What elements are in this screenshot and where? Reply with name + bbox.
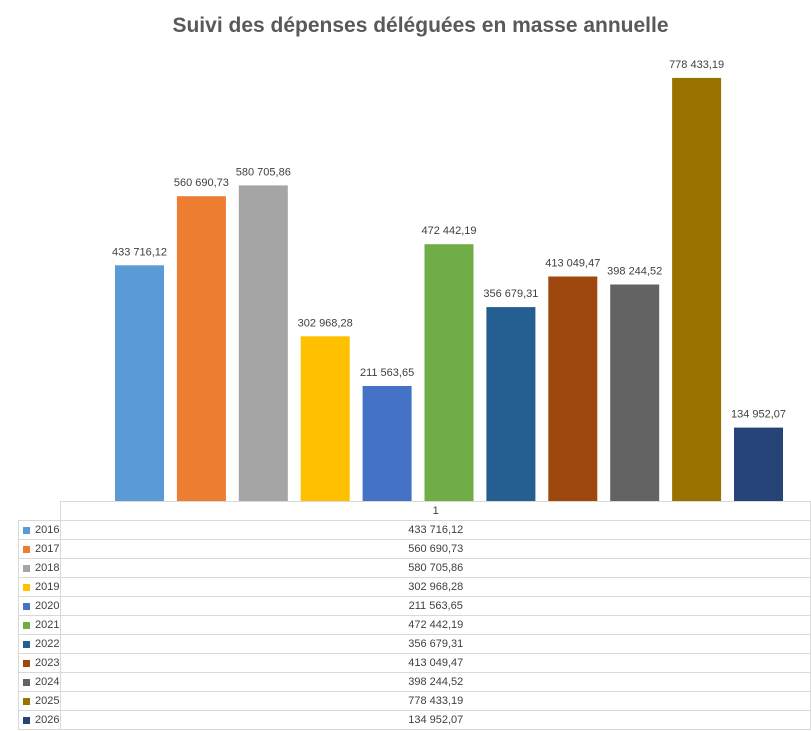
- legend-key-2025: [23, 697, 30, 705]
- bar-2025: [672, 77, 722, 502]
- bar-2021: [424, 244, 474, 501]
- table-value-2021: 472 442,19: [60, 615, 811, 635]
- data-label-2023: 413 049,47: [545, 258, 600, 270]
- legend-label-2020: 2020: [35, 600, 60, 613]
- bar-2020: [362, 386, 412, 501]
- data-table-row-2017: 2017 560 690,73: [17, 539, 811, 559]
- bar-2023: [548, 276, 598, 501]
- legend-key-2021: [23, 621, 30, 629]
- data-label-2020: 211 563,65: [360, 367, 414, 379]
- legend-entry-2016: 2016: [17, 520, 62, 540]
- legend-entry-2019: 2019: [17, 577, 62, 597]
- table-value-2016: 433 716,12: [60, 520, 811, 540]
- legend-key-2018: [23, 564, 30, 572]
- table-value-2018: 580 705,86: [60, 558, 811, 578]
- bar-2018: [238, 185, 288, 501]
- bar-2017: [176, 196, 226, 501]
- table-value-2019: 302 968,28: [60, 577, 811, 597]
- legend-key-2024: [23, 678, 30, 686]
- data-label-2016: 433 716,12: [112, 246, 167, 258]
- data-table-row-2021: 2021 472 442,19: [17, 615, 811, 635]
- bar-2026: [734, 427, 783, 501]
- legend-label-2016: 2016: [35, 524, 60, 537]
- legend-entry-2018: 2018: [17, 558, 62, 578]
- legend-key-2017: [23, 545, 30, 553]
- bar-2019: [300, 336, 350, 501]
- data-table-corner: [18, 501, 62, 521]
- legend-key-2023: [23, 659, 30, 667]
- table-value-2024: 398 244,52: [60, 672, 811, 692]
- data-label-2021: 472 442,19: [421, 225, 476, 237]
- legend-label-2023: 2023: [35, 657, 60, 670]
- table-value-2026: 134 952,07: [60, 710, 811, 730]
- legend-label-2025: 2025: [35, 695, 60, 708]
- table-value-2022: 356 679,31: [60, 634, 811, 654]
- legend-label-2024: 2024: [35, 676, 60, 689]
- chart-title: Suivi des dépenses déléguées en masse an…: [172, 14, 669, 37]
- data-table-row-2016: 2016 433 716,12: [17, 520, 811, 540]
- legend-label-2019: 2019: [35, 581, 60, 594]
- table-value-2017: 560 690,73: [60, 539, 811, 559]
- legend-label-2018: 2018: [35, 562, 60, 575]
- data-table-category: 1: [60, 501, 811, 521]
- data-label-2025: 778 433,19: [669, 59, 724, 71]
- data-label-2018: 580 705,86: [236, 166, 291, 178]
- data-label-2019: 302 968,28: [298, 317, 353, 329]
- data-table-row-2024: 2024 398 244,52: [17, 672, 811, 692]
- legend-label-2017: 2017: [35, 543, 60, 556]
- data-table-row-2019: 2019 302 968,28: [17, 577, 811, 597]
- legend-key-2019: [23, 583, 30, 591]
- data-label-2026: 134 952,07: [731, 409, 786, 421]
- legend-entry-2017: 2017: [17, 539, 62, 559]
- legend-key-2022: [23, 640, 30, 648]
- legend-label-2021: 2021: [35, 619, 60, 632]
- legend-entry-2023: 2023: [17, 653, 62, 673]
- data-table-row-2025: 2025 778 433,19: [17, 691, 811, 711]
- table-value-2020: 211 563,65: [60, 596, 811, 616]
- data-table-row-2023: 2023 413 049,47: [17, 653, 811, 673]
- data-label-2024: 398 244,52: [607, 266, 662, 278]
- legend-key-2016: [23, 526, 30, 534]
- data-table: 1 2016 433 716,12 2017 560 690,73 2018 580 70…: [17, 501, 811, 730]
- data-label-2017: 560 690,73: [174, 177, 229, 189]
- legend-entry-2024: 2024: [17, 672, 62, 692]
- legend-label-2022: 2022: [35, 638, 60, 651]
- legend-entry-2020: 2020: [17, 596, 62, 616]
- table-value-2025: 778 433,19: [60, 691, 811, 711]
- data-table-row-2018: 2018 580 705,86: [17, 558, 811, 578]
- table-value-2023: 413 049,47: [60, 653, 811, 673]
- data-table-header-row: 1: [18, 501, 811, 521]
- bar-2022: [486, 307, 536, 501]
- legend-key-2020: [23, 602, 30, 610]
- bar-2016: [115, 265, 164, 501]
- bar-2024: [610, 284, 660, 501]
- legend-key-2026: [23, 716, 30, 724]
- data-table-row-2020: 2020 211 563,65: [17, 596, 811, 616]
- legend-entry-2022: 2022: [17, 634, 62, 654]
- data-table-row-2026: 2026 134 952,07: [17, 710, 811, 730]
- legend-entry-2026: 2026: [17, 710, 62, 730]
- data-table-row-2022: 2022 356 679,31: [17, 634, 811, 654]
- data-label-2022: 356 679,31: [483, 288, 538, 300]
- legend-label-2026: 2026: [35, 714, 60, 727]
- legend-entry-2025: 2025: [17, 691, 62, 711]
- legend-entry-2021: 2021: [17, 615, 62, 635]
